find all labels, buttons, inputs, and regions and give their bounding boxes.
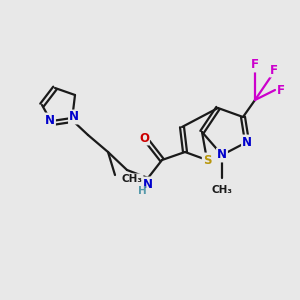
Text: CH₃: CH₃: [122, 174, 143, 184]
Text: F: F: [251, 58, 259, 71]
Text: N: N: [217, 148, 227, 161]
Text: N: N: [143, 178, 153, 190]
Text: N: N: [242, 136, 252, 148]
Text: F: F: [270, 64, 278, 76]
Text: CH₃: CH₃: [212, 185, 233, 195]
Text: F: F: [277, 83, 285, 97]
Text: S: S: [203, 154, 211, 166]
Text: O: O: [139, 131, 149, 145]
Text: H: H: [138, 186, 146, 196]
Text: N: N: [69, 110, 79, 124]
Text: N: N: [45, 113, 55, 127]
